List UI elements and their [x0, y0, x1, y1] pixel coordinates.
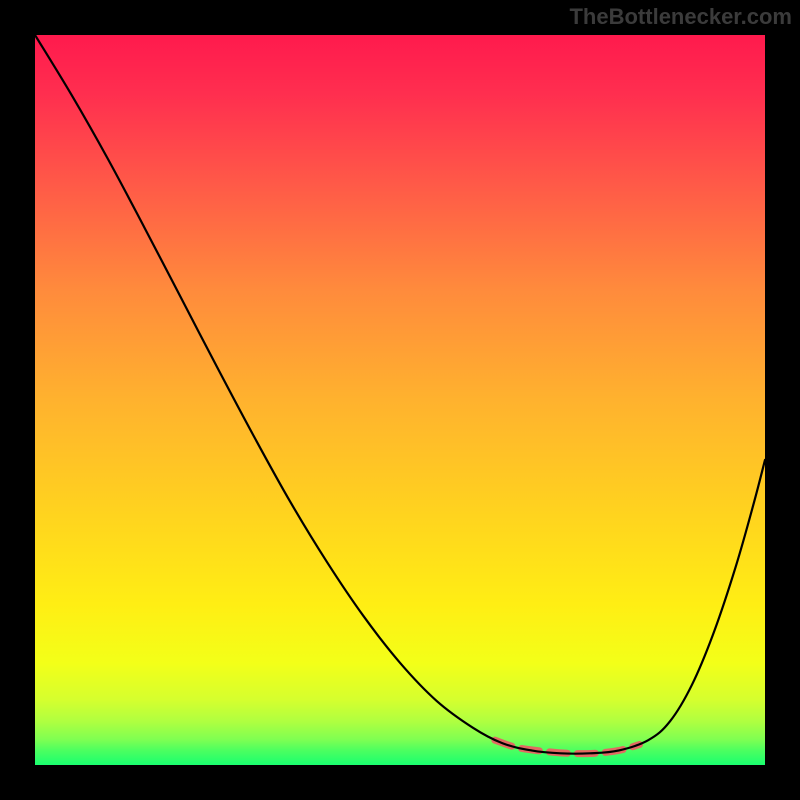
bottleneck-curve [35, 35, 765, 754]
chart-svg [35, 35, 765, 765]
frame: TheBottlenecker.com [0, 0, 800, 800]
plot-area [35, 35, 765, 765]
attribution-text: TheBottlenecker.com [569, 4, 792, 30]
